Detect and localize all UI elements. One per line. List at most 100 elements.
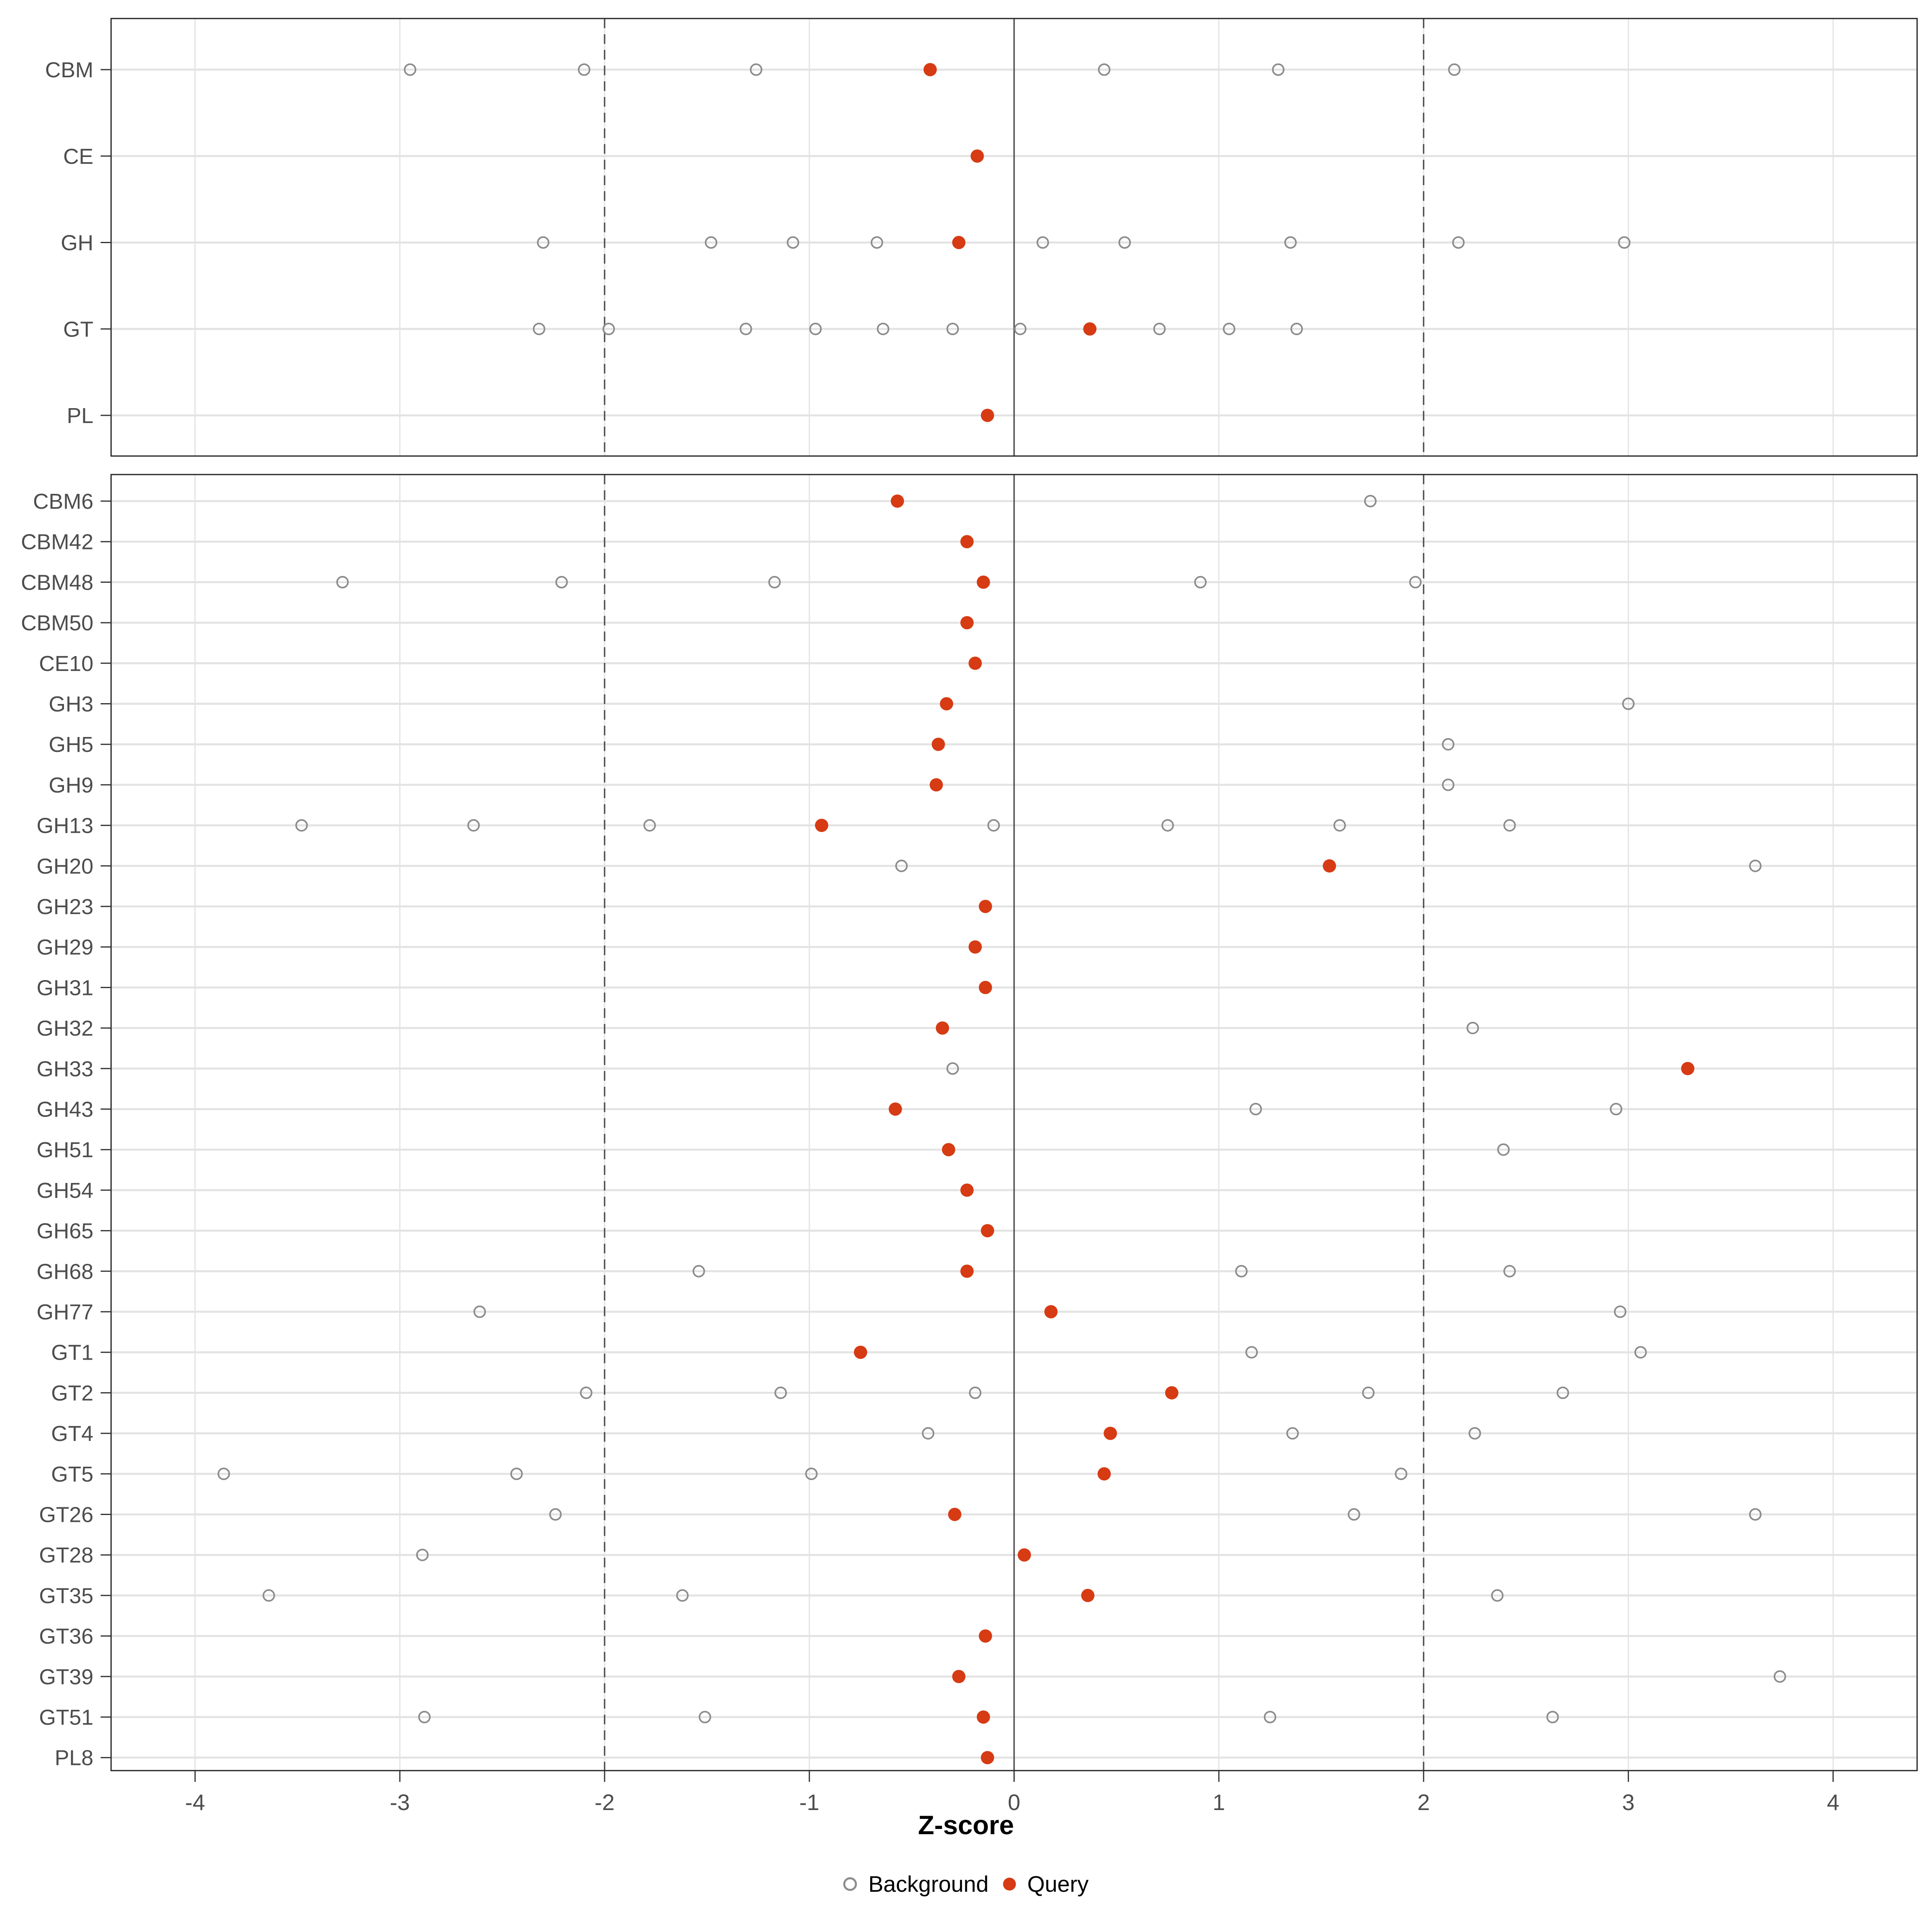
query-point <box>948 1508 962 1521</box>
row-label: GH <box>61 231 93 255</box>
query-point <box>891 494 904 508</box>
background-point <box>1468 1427 1481 1440</box>
query-point <box>978 980 992 994</box>
query-point <box>923 63 937 76</box>
row-label: CBM6 <box>33 489 93 514</box>
background-point <box>871 236 883 249</box>
query-point <box>978 900 992 913</box>
row-label: PL8 <box>55 1746 93 1770</box>
x-tick-label: -4 <box>185 1790 205 1815</box>
legend-label-background: Background <box>868 1871 989 1897</box>
query-point <box>952 1670 966 1683</box>
query-point <box>980 409 994 422</box>
query-point <box>976 575 990 589</box>
row-label: CBM42 <box>21 530 93 554</box>
background-point <box>877 322 890 335</box>
background-point <box>809 322 822 335</box>
background-point <box>1153 322 1166 335</box>
background-point <box>217 1468 230 1480</box>
row-label: CBM48 <box>21 570 93 594</box>
background-point <box>750 63 763 76</box>
legend-label-query: Query <box>1027 1871 1089 1897</box>
background-point <box>739 322 752 335</box>
filled-circle-icon <box>1003 1877 1016 1891</box>
query-point <box>1165 1386 1179 1399</box>
row-label: PL <box>67 404 93 428</box>
query-point <box>976 1710 990 1724</box>
row-label: GT26 <box>39 1503 93 1527</box>
query-point <box>815 819 828 832</box>
row-label: GT36 <box>39 1624 93 1649</box>
background-point <box>1448 63 1461 76</box>
background-point <box>987 819 1000 832</box>
background-point <box>1098 63 1110 76</box>
background-point <box>1749 1508 1762 1521</box>
background-point <box>1773 1670 1786 1683</box>
query-point <box>1681 1062 1695 1075</box>
background-point <box>418 1711 431 1724</box>
query-point <box>888 1102 902 1116</box>
background-point <box>416 1548 429 1561</box>
background-point <box>1610 1103 1622 1115</box>
background-point <box>1442 738 1455 751</box>
background-point <box>1364 495 1377 508</box>
query-point <box>1018 1548 1031 1562</box>
row-label: GT39 <box>39 1665 93 1689</box>
row-label: GH20 <box>37 854 93 878</box>
background-point <box>1249 1103 1262 1115</box>
row-label: GT1 <box>51 1341 93 1365</box>
background-point <box>404 63 417 76</box>
background-point <box>1284 236 1297 249</box>
background-point <box>1497 1143 1510 1156</box>
background-point <box>549 1508 562 1521</box>
row-label: GH3 <box>49 692 93 716</box>
background-point <box>473 1305 486 1318</box>
background-point <box>1466 1022 1479 1034</box>
query-point <box>978 1629 992 1643</box>
background-point <box>1452 236 1465 249</box>
query-point <box>1104 1426 1117 1440</box>
background-point <box>1491 1589 1504 1602</box>
background-point <box>786 236 799 249</box>
query-point <box>980 1751 994 1765</box>
row-label: CBM50 <box>21 611 93 635</box>
background-point <box>1245 1346 1258 1359</box>
x-tick-label: 1 <box>1213 1790 1225 1815</box>
background-point <box>805 1468 818 1480</box>
row-label: CE10 <box>39 652 93 676</box>
background-point <box>1556 1386 1569 1399</box>
background-point <box>969 1386 982 1399</box>
query-point <box>940 697 954 710</box>
background-point <box>698 1711 711 1724</box>
background-point <box>602 322 615 335</box>
background-point <box>1546 1711 1559 1724</box>
row-label: GT <box>63 317 93 341</box>
background-point <box>1223 322 1236 335</box>
background-point <box>1749 859 1762 872</box>
row-label: GH31 <box>37 976 93 1000</box>
row-label: GH9 <box>49 773 93 797</box>
background-point <box>1618 236 1631 249</box>
query-point <box>960 616 974 630</box>
legend-item-background: Background <box>843 1871 989 1897</box>
background-point <box>578 63 590 76</box>
row-label: GT51 <box>39 1705 93 1730</box>
x-tick-label: 3 <box>1622 1790 1635 1815</box>
background-point <box>1272 63 1285 76</box>
background-point <box>705 236 718 249</box>
query-point <box>970 149 984 163</box>
row-label: GT5 <box>51 1462 93 1486</box>
background-point <box>643 819 656 832</box>
background-point <box>1194 576 1207 588</box>
background-point <box>1395 1468 1408 1480</box>
query-point <box>960 1264 974 1278</box>
query-point <box>935 1021 949 1035</box>
background-point <box>537 236 549 249</box>
background-point <box>1161 819 1174 832</box>
background-point <box>262 1589 275 1602</box>
legend: Background Query <box>0 1871 1932 1897</box>
background-point <box>1503 1265 1516 1278</box>
background-point <box>895 859 908 872</box>
query-point <box>952 236 966 249</box>
